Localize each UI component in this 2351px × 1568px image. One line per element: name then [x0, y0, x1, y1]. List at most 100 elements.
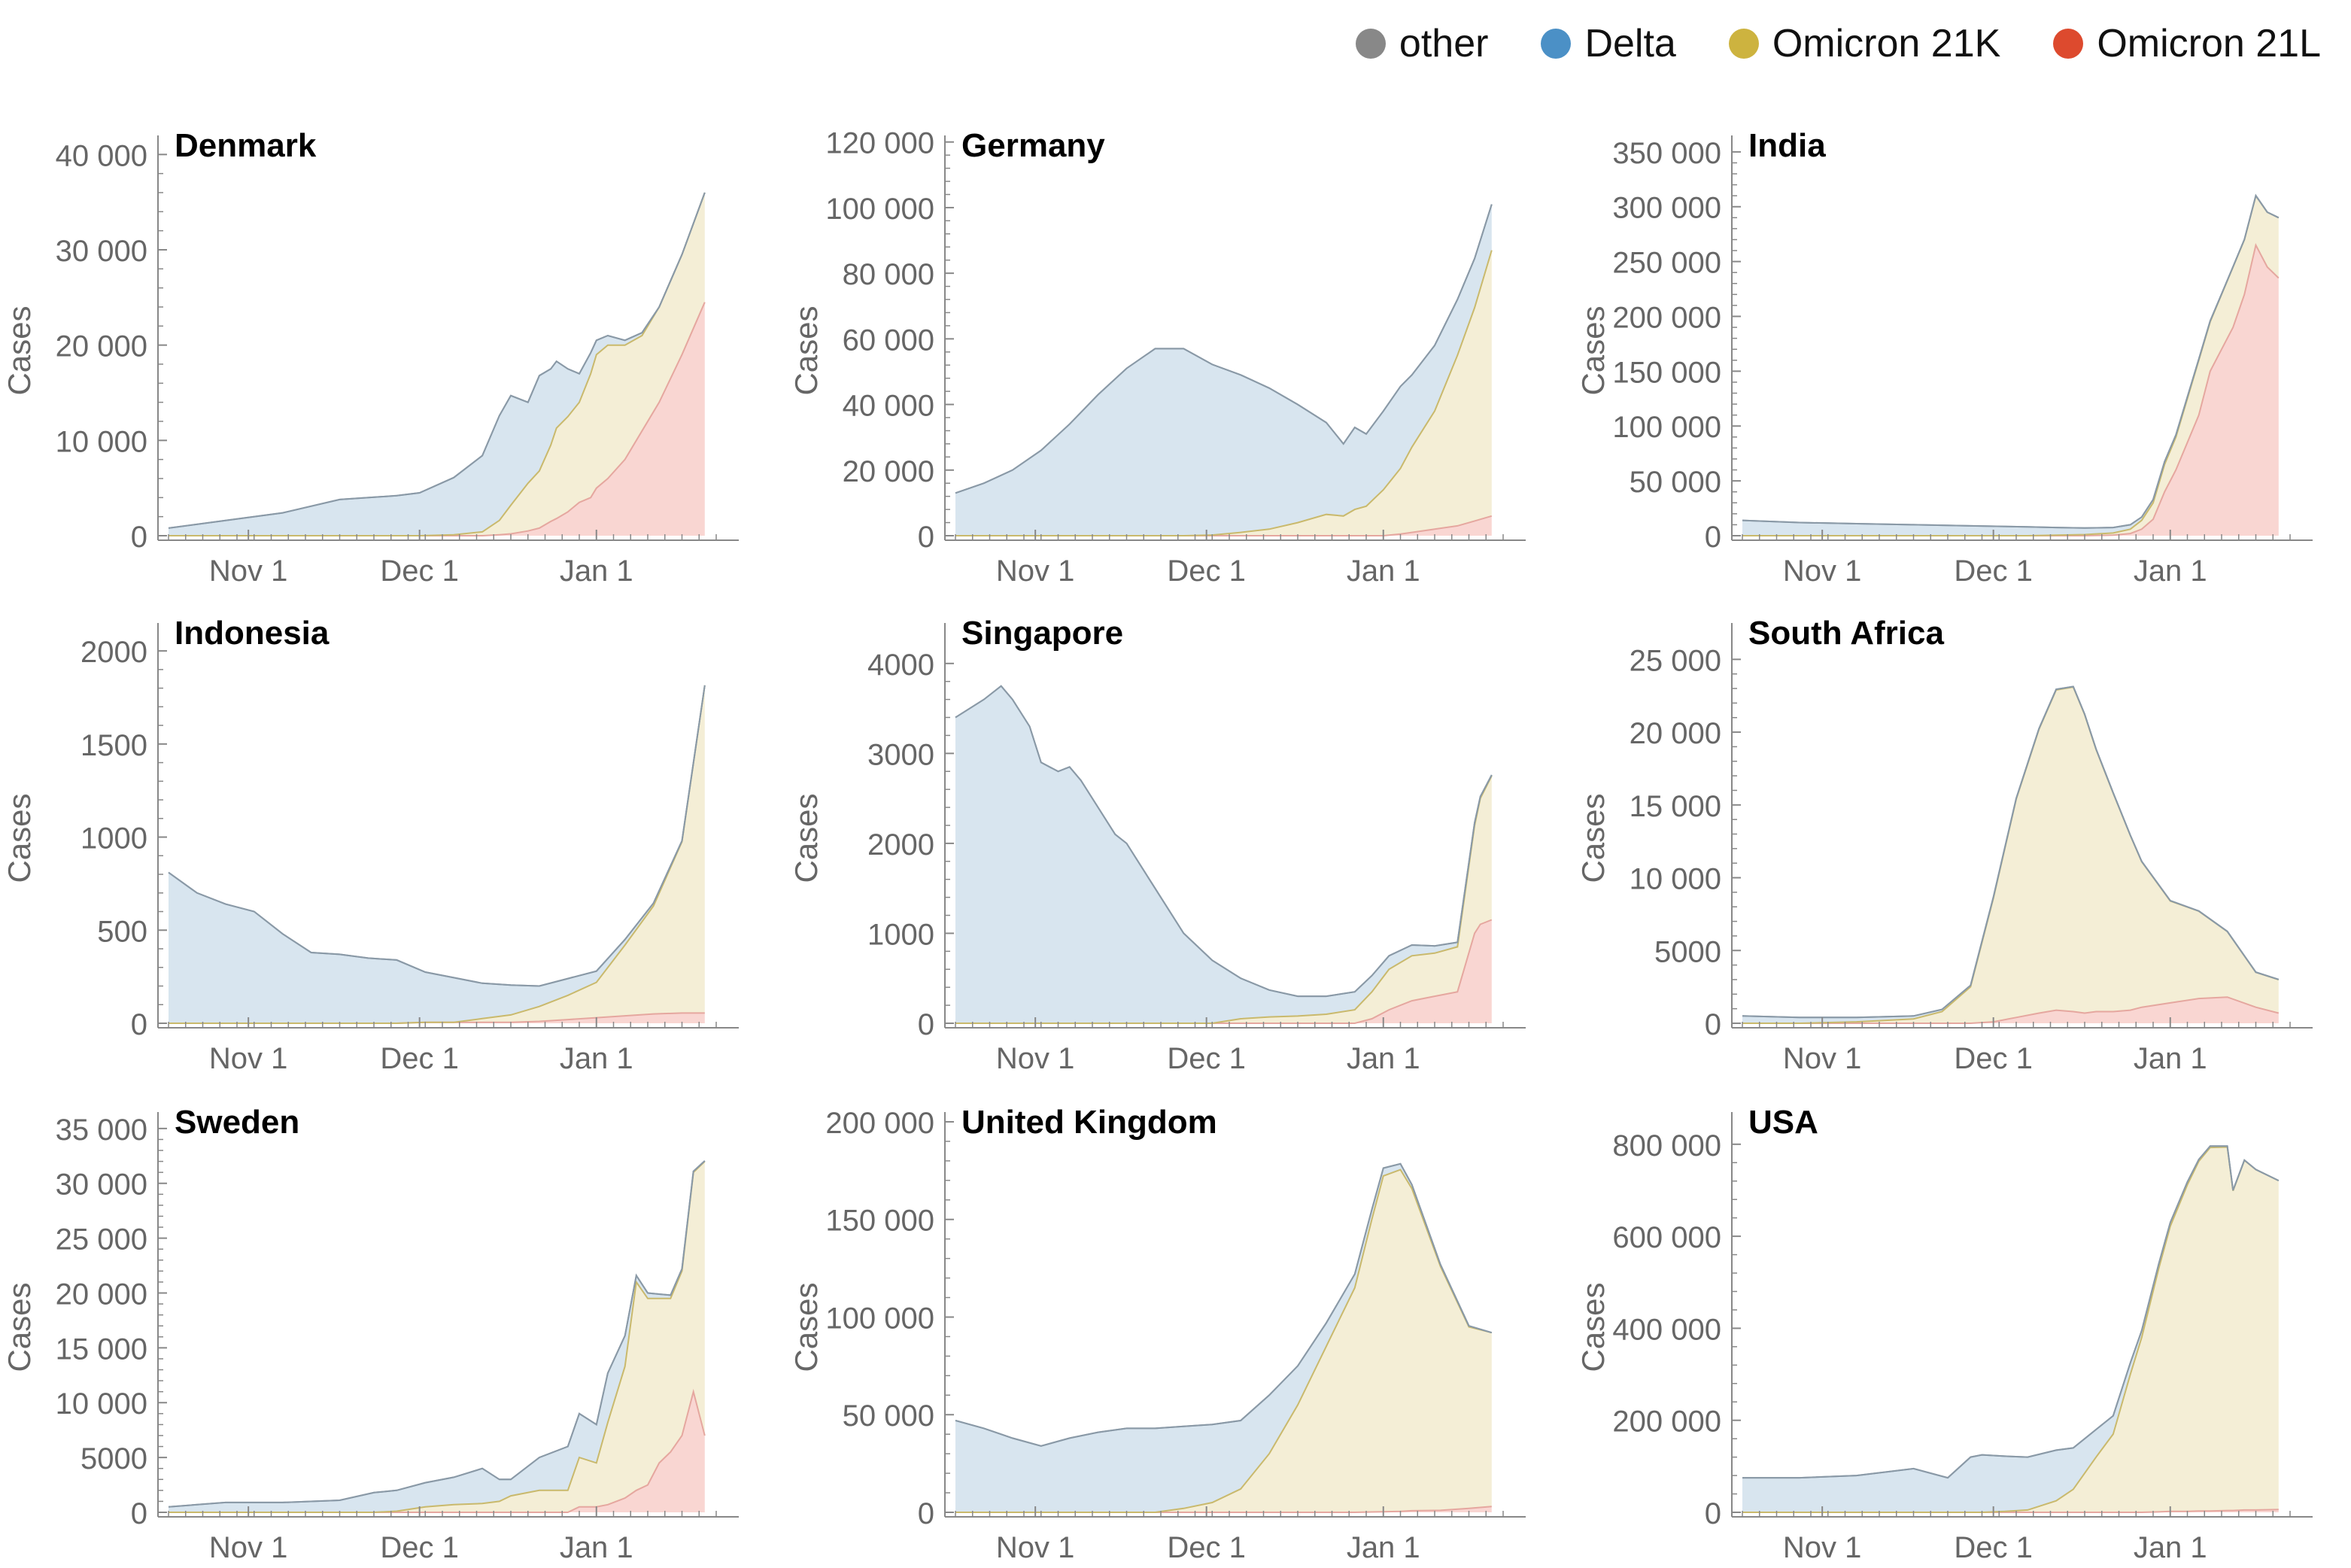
legend-marker-omicron-21k	[1728, 29, 1759, 59]
area-omicron-21l	[169, 1013, 705, 1023]
area-omicron-21k	[169, 193, 705, 536]
panel-title: South Africa	[1748, 615, 1944, 652]
y-tick-label: 600 000	[1612, 1221, 1721, 1254]
y-tick-label: 2000	[80, 636, 147, 669]
chart-panel-singapore: 0 1000 2000 3000 4000 Nov 1 Dec 1 Jan 1 Singapor…	[788, 615, 1526, 1075]
y-tick-label: 1000	[867, 918, 934, 951]
y-tick-label: 0	[131, 1497, 147, 1530]
legend-item-omicron-21l: Omicron 21L	[2053, 21, 2321, 66]
y-tick-label: 100 000	[825, 1302, 934, 1335]
y-tick-label: 2000	[867, 828, 934, 861]
area-delta	[169, 685, 705, 1023]
chart-panel-united-kingdom: 0 50 000 100 000 150 000 200 000 Nov 1 Dec 1 Ja…	[788, 1104, 1526, 1564]
area-delta	[955, 204, 1492, 536]
line-other	[1742, 685, 2280, 1019]
y-axis-label: Cases	[788, 1282, 824, 1372]
x-tick-label: Jan 1	[1347, 1531, 1420, 1564]
area-omicron-21l	[1742, 1509, 2279, 1512]
area-omicron-21l	[955, 1506, 1492, 1512]
x-tick-label: Nov 1	[209, 1531, 288, 1564]
x-tick-label: Jan 1	[2134, 1042, 2207, 1075]
x-tick-label: Dec 1	[380, 1531, 459, 1564]
line-other	[1742, 1145, 2280, 1479]
y-axis-label: Cases	[1575, 1282, 1611, 1372]
y-axis-label: Cases	[788, 305, 824, 395]
area-omicron-21k	[169, 685, 705, 1023]
y-tick-label: 20 000	[843, 455, 934, 488]
line-other	[955, 204, 1493, 494]
x-tick-label: Nov 1	[996, 1042, 1075, 1075]
y-tick-label: 200 000	[1612, 1405, 1721, 1439]
y-axis-label: Cases	[1575, 793, 1611, 883]
x-tick-label: Nov 1	[209, 555, 288, 588]
y-tick-label: 30 000	[56, 1168, 147, 1202]
legend-label-other: other	[1399, 22, 1489, 65]
y-tick-label: 5000	[1654, 935, 1721, 968]
y-tick-label: 25 000	[1630, 644, 1721, 677]
x-tick-label: Nov 1	[1783, 555, 1862, 588]
area-omicron-21l	[955, 919, 1492, 1023]
panel-title: USA	[1748, 1104, 1818, 1141]
y-tick-label: 10 000	[56, 425, 147, 458]
y-tick-label: 10 000	[56, 1387, 147, 1421]
y-tick-label: 120 000	[825, 127, 934, 160]
y-tick-label: 60 000	[843, 324, 934, 357]
y-tick-label: 0	[918, 1497, 934, 1530]
x-tick-label: Jan 1	[560, 1042, 633, 1075]
x-tick-label: Jan 1	[560, 1531, 633, 1564]
y-tick-label: 350 000	[1612, 137, 1721, 170]
y-tick-label: 50 000	[843, 1399, 934, 1433]
y-axis-label: Cases	[1575, 305, 1611, 395]
area-delta	[955, 685, 1492, 1023]
y-tick-label: 200 000	[825, 1107, 934, 1140]
y-tick-label: 100 000	[825, 193, 934, 226]
legend-label-omicron-21k: Omicron 21K	[1772, 22, 2001, 65]
chart-panel-usa: 0 200 000 400 000 600 000 800 000 Nov 1 Dec 1 J…	[1575, 1104, 2313, 1564]
x-tick-label: Nov 1	[209, 1042, 288, 1075]
chart-panel-denmark: 0 10 000 20 000 30 000 40 000 Nov 1 Dec 1 Jan 1…	[2, 127, 739, 588]
y-tick-label: 0	[131, 1008, 147, 1041]
x-tick-label: Nov 1	[996, 555, 1075, 588]
line-omicron-21k	[955, 250, 1493, 536]
y-tick-label: 100 000	[1612, 411, 1721, 444]
area-omicron-21l	[169, 1391, 705, 1512]
x-tick-label: Nov 1	[996, 1531, 1075, 1564]
y-tick-label: 4000	[867, 649, 934, 682]
chart-panel-indonesia: 0 500 1000 1500 2000 Nov 1 Dec 1 Jan 1 Indonesia…	[2, 615, 739, 1075]
legend-item-delta: Delta	[1541, 21, 1676, 66]
line-omicron-21k	[169, 685, 706, 1024]
y-tick-label: 0	[1705, 1008, 1721, 1041]
panel-title: Singapore	[961, 615, 1123, 652]
panel-title: India	[1748, 127, 1826, 164]
y-tick-label: 150 000	[1612, 356, 1721, 389]
legend: other Delta Omicron 21K Omicron 21L	[1303, 21, 2321, 66]
chart-panel-germany: 0 20 000 40 000 60 000 80 000 100 000 120 000 N…	[788, 127, 1526, 588]
x-tick-label: Dec 1	[1167, 1531, 1246, 1564]
y-tick-label: 0	[1705, 521, 1721, 554]
line-omicron-21k	[169, 192, 706, 536]
panel-title: Germany	[961, 127, 1105, 164]
legend-item-other: other	[1355, 21, 1489, 66]
y-tick-label: 300 000	[1612, 192, 1721, 225]
x-tick-label: Dec 1	[380, 555, 459, 588]
line-omicron-21k	[169, 1160, 706, 1513]
y-axis-label: Cases	[2, 1282, 37, 1372]
y-tick-label: 0	[918, 1008, 934, 1041]
chart-panel-sweden: 0 5000 10 000 15 000 20 000 25 000 30 000 35 00…	[2, 1104, 739, 1564]
area-omicron-21k	[1742, 1147, 2279, 1512]
y-axis-label: Cases	[2, 305, 37, 395]
line-other	[168, 192, 706, 529]
y-tick-label: 80 000	[843, 258, 934, 291]
x-tick-label: Dec 1	[380, 1042, 459, 1075]
y-tick-label: 3000	[867, 738, 934, 771]
x-tick-label: Jan 1	[1347, 555, 1420, 588]
panel-title: Indonesia	[175, 615, 330, 652]
x-tick-label: Dec 1	[1954, 1531, 2033, 1564]
y-tick-label: 400 000	[1612, 1313, 1721, 1346]
y-tick-label: 1500	[80, 729, 147, 762]
line-other	[1742, 193, 2280, 529]
line-other	[168, 1160, 706, 1508]
x-tick-label: Jan 1	[560, 555, 633, 588]
